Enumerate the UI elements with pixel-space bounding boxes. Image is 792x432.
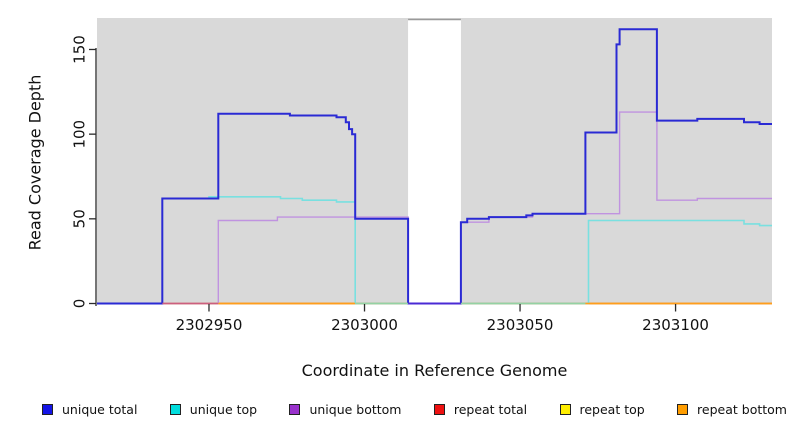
x-tick-label: 2302950 <box>176 316 243 334</box>
unique-bottom-swatch-icon <box>289 403 301 415</box>
y-tick-label: 100 <box>70 120 88 149</box>
legend-label: unique top <box>189 401 258 417</box>
legend-item-repeat-bottom: repeat bottom <box>677 402 787 417</box>
legend-item-repeat-total: repeat total <box>433 401 528 417</box>
repeat-bottom-swatch-icon <box>677 403 689 415</box>
x-tick-label: 2303100 <box>642 316 709 334</box>
legend-item-unique-bottom: unique bottom <box>289 401 402 417</box>
y-axis-title: Read Coverage Depth <box>25 74 45 251</box>
x-tick-label: 2303050 <box>487 316 554 334</box>
x-axis-title: Coordinate in Reference Genome <box>301 361 568 380</box>
repeat-top-swatch-icon <box>559 403 571 415</box>
x-tick-label: 2303000 <box>331 316 398 334</box>
legend-label: repeat bottom <box>697 401 787 417</box>
legend: unique total unique top unique bottom re… <box>42 397 787 421</box>
y-tick-label: 150 <box>70 35 88 64</box>
legend-label: unique bottom <box>309 401 402 417</box>
unique-total-swatch-icon <box>42 403 53 415</box>
legend-item-unique-top: unique top <box>169 401 258 417</box>
legend-label: repeat top <box>579 401 645 417</box>
legend-label: repeat total <box>453 401 528 417</box>
legend-label: unique total <box>62 401 138 417</box>
masked-region <box>408 19 461 304</box>
y-tick-label: 0 <box>71 299 89 309</box>
series-unique-total <box>97 28 772 305</box>
legend-item-repeat-top: repeat top <box>559 401 645 417</box>
coverage-plot-svg: 0 50 100 150 2302950 2303000 2303050 2303100 <box>70 18 772 334</box>
unique-top-swatch-icon <box>169 403 181 415</box>
y-tick-label: 50 <box>71 209 89 228</box>
repeat-total-swatch-icon <box>433 403 445 415</box>
legend-item-unique-total: unique total <box>42 402 137 417</box>
